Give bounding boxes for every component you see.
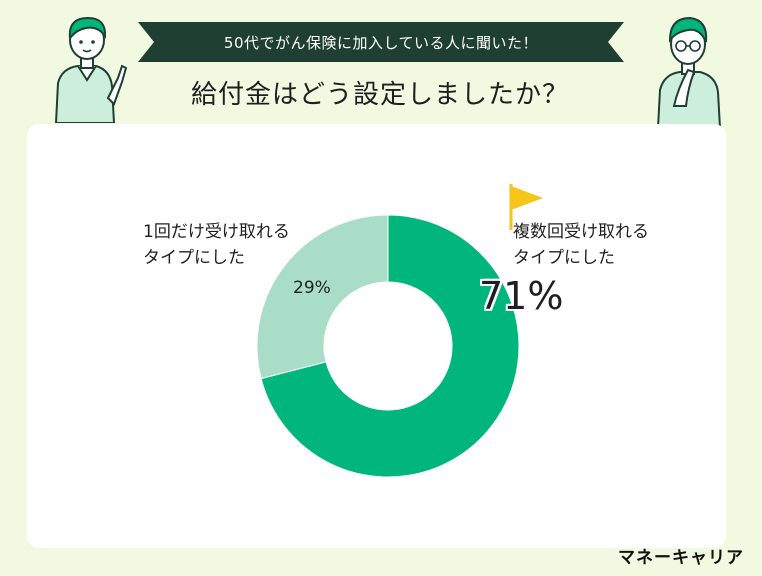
page-title: 給付金はどう設定しましたか？ [190,80,569,110]
label-single-payment: 1回だけ受け取れる タイプにした [143,219,290,271]
label-multiple-payment-line1: 複数回受け取れる [513,222,649,242]
donut-chart [256,214,520,478]
label-single-payment-line2: タイプにした [143,248,245,268]
donut-slice-0 [260,214,520,478]
banner-text: 50代でがん保険に加入している人に聞いた！ [223,33,539,52]
header-banner: 50代でがん保険に加入している人に聞いた！ [138,22,624,62]
pct-multiple-payment: 71% [479,274,564,318]
man-thinking-icon [656,16,722,128]
pct-single-payment: 29% [293,278,331,298]
label-single-payment-line1: 1回だけ受け取れる [143,222,290,242]
donut-slice-1 [256,214,389,380]
woman-pointing-icon [54,16,128,123]
label-multiple-payment-line2: タイプにした [513,248,615,268]
brand-logo: マネーキャリア [618,548,744,568]
label-multiple-payment: 複数回受け取れる タイプにした [513,219,649,271]
flag-icon [509,184,543,230]
chart-card: 1回だけ受け取れる タイプにした 29% 複数回受け取れる タイプにした 71% [27,124,726,548]
